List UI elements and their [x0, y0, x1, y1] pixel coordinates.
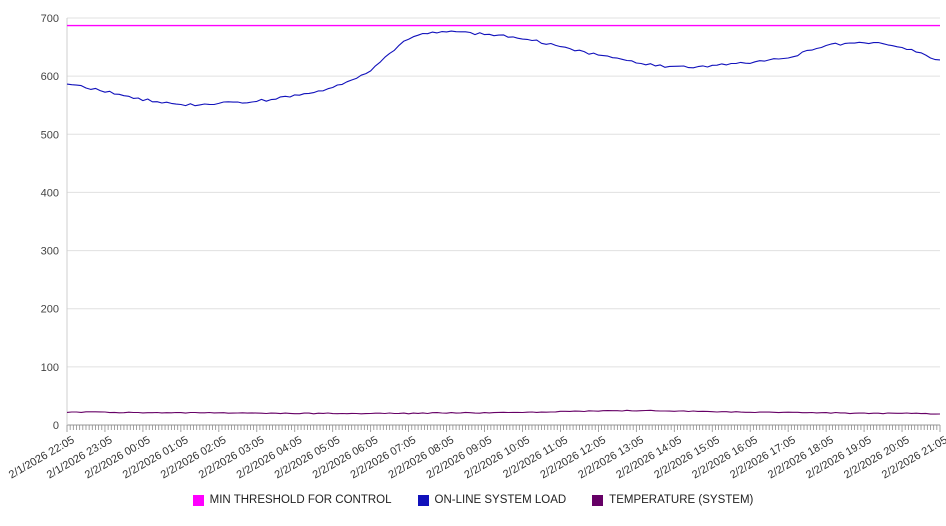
legend-swatch-min-threshold [192, 494, 204, 506]
svg-text:600: 600 [41, 71, 59, 83]
legend-swatch-online-system-load [417, 494, 429, 506]
legend-item-temperature-system[interactable]: TEMPERATURE (SYSTEM) [592, 494, 753, 506]
svg-text:0: 0 [53, 420, 59, 432]
legend-item-min-threshold[interactable]: MIN THRESHOLD FOR CONTROL [192, 494, 392, 506]
legend: MIN THRESHOLD FOR CONTROL ON-LINE SYSTEM… [0, 494, 946, 506]
legend-label-online-system-load: ON-LINE SYSTEM LOAD [434, 494, 567, 506]
svg-text:2/2/2026 21:05: 2/2/2026 21:05 [880, 434, 946, 481]
legend-swatch-temperature-system [592, 494, 604, 506]
svg-text:500: 500 [41, 129, 59, 141]
svg-text:200: 200 [41, 304, 59, 316]
svg-text:100: 100 [41, 362, 59, 374]
legend-label-min-threshold: MIN THRESHOLD FOR CONTROL [209, 494, 392, 506]
legend-label-temperature-system: TEMPERATURE (SYSTEM) [609, 494, 754, 506]
svg-text:300: 300 [41, 246, 59, 258]
svg-text:400: 400 [41, 187, 59, 199]
svg-text:700: 700 [41, 13, 59, 25]
legend-item-online-system-load[interactable]: ON-LINE SYSTEM LOAD [417, 494, 567, 506]
